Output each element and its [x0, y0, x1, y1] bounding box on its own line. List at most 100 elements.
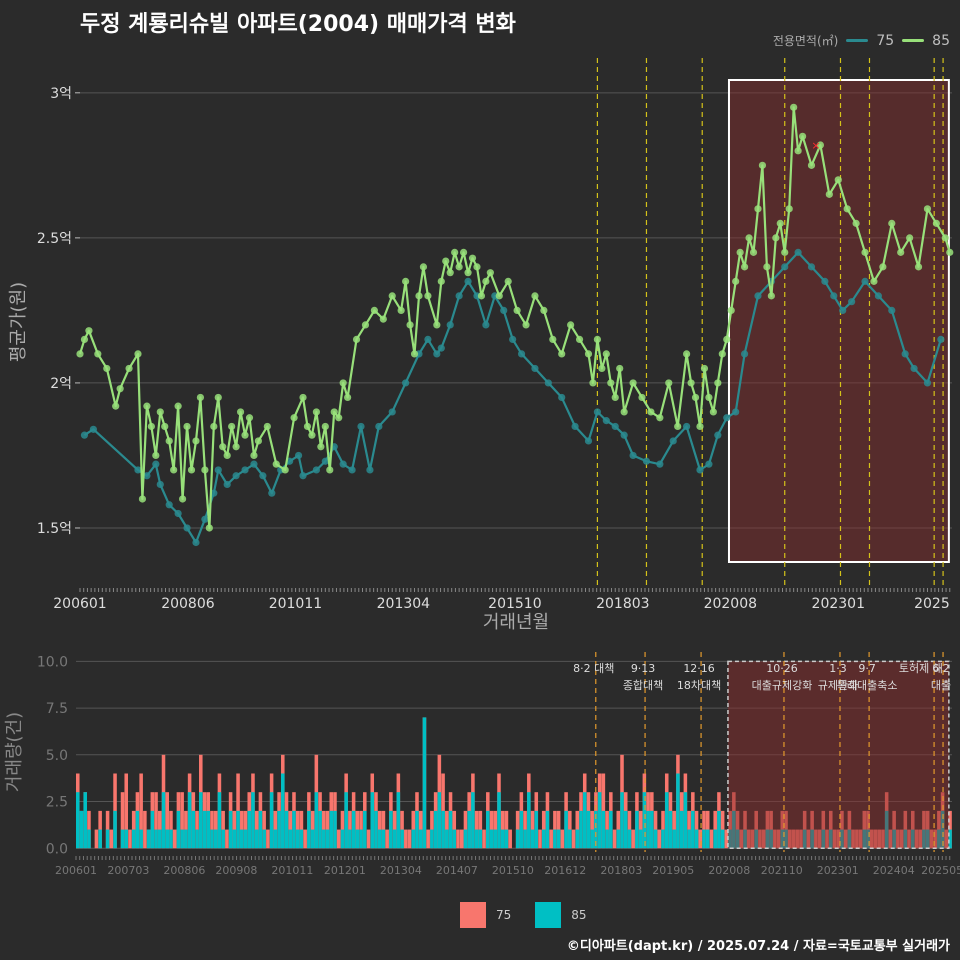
bar-x-tick-label: 201011 — [271, 864, 313, 877]
data-point-75 — [214, 466, 222, 474]
bar-85 — [322, 829, 326, 849]
bar-85 — [556, 829, 561, 849]
data-point-85 — [134, 350, 142, 358]
bar-85 — [437, 792, 442, 849]
data-point-85 — [152, 451, 160, 460]
data-point-85 — [228, 422, 236, 431]
data-point-85 — [312, 408, 320, 416]
data-point-85 — [201, 466, 209, 474]
data-point-75 — [482, 321, 490, 329]
bar-y-tick-label: 7.5 — [46, 701, 68, 717]
bar-75 — [724, 829, 729, 849]
data-point-75 — [602, 417, 610, 425]
bar-85 — [292, 810, 296, 849]
data-point-75 — [192, 538, 200, 547]
data-point-75 — [874, 292, 883, 300]
bar-y-axis-title: 거래량(건) — [4, 712, 25, 792]
data-point-85 — [861, 248, 869, 256]
bar-85 — [623, 810, 628, 849]
bar-y-tick-label: 0.0 — [46, 841, 68, 857]
data-point-85 — [80, 335, 89, 344]
bar-85 — [582, 792, 587, 849]
data-point-85 — [446, 269, 454, 277]
data-point-85 — [567, 321, 575, 329]
bar-85 — [284, 810, 289, 849]
bar-85 — [344, 792, 348, 849]
data-point-75 — [531, 364, 539, 373]
bar-85 — [374, 810, 378, 849]
data-point-85 — [709, 408, 717, 416]
data-point-85 — [665, 379, 673, 387]
bar-85 — [277, 810, 281, 849]
bar-85 — [146, 829, 151, 849]
bar-85 — [158, 829, 162, 849]
data-point-75 — [388, 408, 396, 416]
bar-85 — [139, 829, 143, 849]
bar-85 — [377, 829, 382, 849]
bar-x-tick-label: 200806 — [163, 864, 205, 877]
data-point-75 — [402, 379, 410, 387]
data-point-85 — [214, 393, 222, 402]
legend-label-75: 75 — [876, 32, 895, 49]
bar-85 — [493, 829, 498, 849]
data-point-75 — [705, 460, 713, 468]
data-point-85 — [156, 408, 164, 416]
bar-x-tick-label: 200908 — [215, 864, 257, 877]
data-point-85 — [790, 103, 798, 111]
data-point-85 — [522, 321, 530, 329]
data-point-85 — [941, 234, 949, 242]
data-point-75 — [223, 480, 231, 489]
data-point-85 — [705, 393, 713, 402]
bar-85 — [650, 810, 654, 849]
bar-85 — [299, 829, 304, 849]
data-point-75 — [312, 466, 320, 474]
bar-85 — [396, 792, 401, 849]
bar-legend-label-75: 75 — [496, 908, 512, 922]
data-point-75 — [152, 460, 160, 468]
data-point-85 — [718, 350, 726, 358]
data-point-85 — [94, 350, 102, 358]
policy-annotation-label: 특례대출축소 — [837, 679, 898, 692]
bar-x-tick-label: 201304 — [380, 864, 422, 877]
data-point-85 — [888, 219, 896, 227]
bar-85 — [370, 792, 375, 849]
bar-85 — [217, 792, 222, 849]
bar-x-tick-label: 200703 — [107, 864, 149, 877]
data-point-85 — [602, 350, 610, 358]
data-point-85 — [125, 364, 133, 373]
data-point-85 — [932, 219, 940, 227]
bar-85 — [247, 810, 252, 849]
data-point-85 — [531, 292, 539, 300]
source-credit: ©디아파트(dapt.kr) / 2025.07.24 / 자료=국토교통부 실… — [566, 939, 950, 954]
bar-85 — [713, 829, 717, 849]
bar-75 — [109, 829, 114, 849]
bar-85 — [448, 810, 453, 849]
bar-85 — [452, 829, 457, 849]
bar-75 — [172, 829, 177, 849]
data-point-75 — [910, 364, 918, 373]
bar-85 — [348, 829, 352, 849]
data-point-85 — [700, 364, 709, 373]
data-point-75 — [807, 263, 816, 271]
data-point-85 — [674, 422, 682, 431]
bar-85 — [213, 829, 218, 849]
bar-85 — [381, 829, 386, 849]
policy-annotation-label: 1·3 — [829, 662, 847, 675]
bar-75 — [560, 829, 565, 849]
data-point-75 — [593, 408, 602, 416]
bar-85 — [392, 829, 397, 849]
bar-85 — [497, 792, 501, 849]
bar-85 — [620, 792, 624, 849]
bar-75 — [709, 829, 714, 849]
bar-75 — [508, 829, 512, 849]
data-point-75 — [509, 335, 517, 344]
bar-85 — [441, 810, 445, 849]
data-point-85 — [451, 248, 459, 256]
data-point-85 — [299, 393, 307, 402]
policy-annotation-label: 10·26 — [766, 662, 798, 675]
bar-x-tick-label: 201407 — [436, 864, 478, 877]
bar-75 — [143, 810, 147, 849]
data-point-85 — [852, 219, 860, 227]
data-point-85 — [170, 466, 178, 474]
data-point-85 — [477, 292, 486, 300]
